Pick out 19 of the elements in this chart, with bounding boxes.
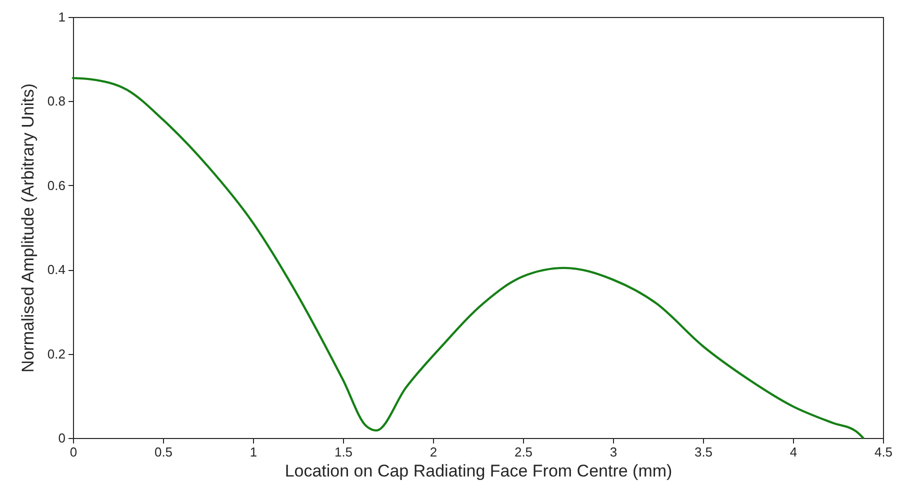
y-tick-label: 0.4	[47, 262, 66, 278]
x-tick-label: 1	[250, 444, 258, 460]
line-series	[72, 76, 864, 440]
y-tick-label: 0.8	[47, 94, 66, 109]
x-tick-label: 4	[790, 444, 798, 460]
y-tick-label: 1	[58, 10, 66, 24]
y-axis-title: Normalised Amplitude (Arbitrary Units)	[18, 83, 38, 373]
x-tick-label: 4.5	[874, 444, 893, 460]
x-tick-label: 2	[430, 444, 438, 460]
x-tick-label: 0.5	[154, 444, 173, 460]
x-axis-title: Location on Cap Radiating Face From Centre (mm)	[284, 462, 672, 480]
y-tick-label: 0	[58, 430, 66, 446]
y-tick-label: 0.6	[47, 178, 66, 193]
x-tick-label: 0	[70, 444, 78, 460]
x-tick-label: 2.5	[514, 444, 533, 460]
x-tick-label: 1.5	[334, 444, 353, 460]
y-tick-label: 0.2	[47, 346, 66, 362]
x-tick-label: 3	[610, 444, 618, 460]
x-tick-label: 3.5	[694, 444, 713, 460]
